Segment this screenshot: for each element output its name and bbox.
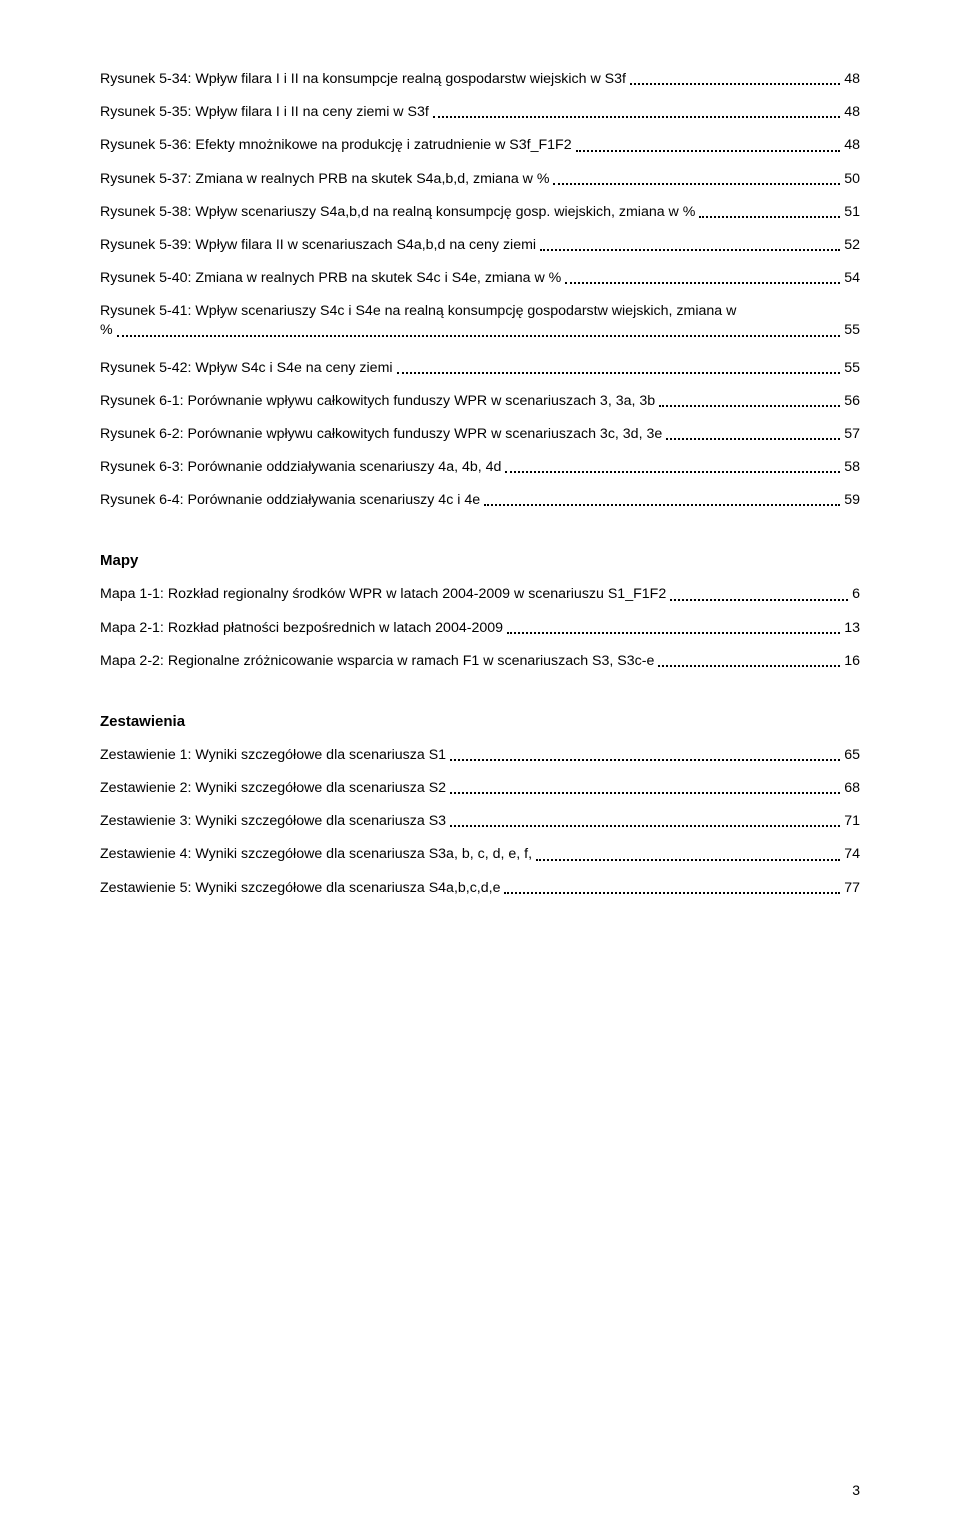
toc-entry: Rysunek 5-41: Wpływ scenariuszy S4c i S4…: [100, 302, 860, 340]
toc-page-ref: 13: [844, 619, 860, 638]
toc-leader-dots: [666, 437, 840, 440]
toc-leader-dots: [450, 791, 840, 794]
toc-leader-dots: [670, 598, 848, 601]
maps-toc: Mapa 1-1: Rozkład regionalny środków WPR…: [100, 585, 860, 671]
page-number: 3: [852, 1482, 860, 1498]
toc-leader-dots: [450, 824, 840, 827]
toc-page-ref: 6: [852, 585, 860, 604]
toc-entry: Rysunek 6-2: Porównanie wpływu całkowity…: [100, 425, 860, 444]
toc-page-ref: 65: [844, 746, 860, 765]
figures-toc: Rysunek 5-34: Wpływ filara I i II na kon…: [100, 70, 860, 510]
toc-entry: Zestawienie 4: Wyniki szczegółowe dla sc…: [100, 845, 860, 864]
page-container: Rysunek 5-34: Wpływ filara I i II na kon…: [0, 0, 960, 1538]
toc-label: Rysunek 5-38: Wpływ scenariuszy S4a,b,d …: [100, 203, 695, 222]
toc-page-ref: 48: [844, 70, 860, 89]
toc-page-ref: 48: [844, 103, 860, 122]
toc-page-ref: 55: [844, 321, 860, 340]
toc-entry: Rysunek 5-34: Wpływ filara I i II na kon…: [100, 70, 860, 89]
toc-page-ref: 71: [844, 812, 860, 831]
lists-heading: Zestawienia: [100, 713, 860, 730]
toc-page-ref: 58: [844, 458, 860, 477]
toc-leader-dots: [699, 215, 840, 218]
toc-label: Rysunek 6-3: Porównanie oddziaływania sc…: [100, 458, 501, 477]
toc-page-ref: 56: [844, 392, 860, 411]
toc-page-ref: 59: [844, 491, 860, 510]
toc-page-ref: 74: [844, 845, 860, 864]
toc-leader-dots: [536, 858, 840, 861]
toc-leader-dots: [565, 281, 840, 284]
toc-leader-dots: [553, 182, 840, 185]
toc-entry: Rysunek 5-36: Efekty mnożnikowe na produ…: [100, 136, 860, 155]
lists-toc: Zestawienie 1: Wyniki szczegółowe dla sc…: [100, 746, 860, 898]
toc-entry: Zestawienie 2: Wyniki szczegółowe dla sc…: [100, 779, 860, 798]
toc-page-ref: 51: [844, 203, 860, 222]
toc-entry: Zestawienie 1: Wyniki szczegółowe dla sc…: [100, 746, 860, 765]
maps-heading: Mapy: [100, 552, 860, 569]
toc-page-ref: 48: [844, 136, 860, 155]
toc-entry: Rysunek 6-3: Porównanie oddziaływania sc…: [100, 458, 860, 477]
toc-label: Rysunek 5-36: Efekty mnożnikowe na produ…: [100, 136, 572, 155]
toc-entry: Mapa 2-1: Rozkład płatności bezpośrednic…: [100, 619, 860, 638]
toc-label: Mapa 2-1: Rozkład płatności bezpośrednic…: [100, 619, 503, 638]
toc-entry: Mapa 1-1: Rozkład regionalny środków WPR…: [100, 585, 860, 604]
toc-page-ref: 54: [844, 269, 860, 288]
toc-leader-dots: [433, 115, 840, 118]
toc-label: Zestawienie 4: Wyniki szczegółowe dla sc…: [100, 845, 532, 864]
toc-label: Zestawienie 3: Wyniki szczegółowe dla sc…: [100, 812, 446, 831]
toc-label: %: [100, 321, 113, 340]
toc-entry: Rysunek 5-40: Zmiana w realnych PRB na s…: [100, 269, 860, 288]
toc-leader-dots: [540, 248, 840, 251]
toc-label: Rysunek 6-4: Porównanie oddziaływania sc…: [100, 491, 480, 510]
toc-label: Zestawienie 5: Wyniki szczegółowe dla sc…: [100, 879, 500, 898]
toc-label: Rysunek 5-37: Zmiana w realnych PRB na s…: [100, 170, 549, 189]
toc-leader-dots: [117, 334, 841, 337]
toc-label: Zestawienie 1: Wyniki szczegółowe dla sc…: [100, 746, 446, 765]
toc-label: Rysunek 5-40: Zmiana w realnych PRB na s…: [100, 269, 561, 288]
toc-page-ref: 57: [844, 425, 860, 444]
toc-page-ref: 68: [844, 779, 860, 798]
toc-label: Mapa 1-1: Rozkład regionalny środków WPR…: [100, 585, 666, 604]
toc-entry: Zestawienie 5: Wyniki szczegółowe dla sc…: [100, 879, 860, 898]
toc-label: Zestawienie 2: Wyniki szczegółowe dla sc…: [100, 779, 446, 798]
toc-entry: Rysunek 6-1: Porównanie wpływu całkowity…: [100, 392, 860, 411]
toc-entry: Zestawienie 3: Wyniki szczegółowe dla sc…: [100, 812, 860, 831]
toc-page-ref: 55: [844, 359, 860, 378]
toc-entry: Rysunek 5-37: Zmiana w realnych PRB na s…: [100, 170, 860, 189]
toc-label: Rysunek 5-41: Wpływ scenariuszy S4c i S4…: [100, 302, 860, 321]
toc-entry: Mapa 2-2: Regionalne zróżnicowanie wspar…: [100, 652, 860, 671]
toc-entry: Rysunek 5-42: Wpływ S4c i S4e na ceny zi…: [100, 359, 860, 378]
toc-leader-dots: [507, 631, 840, 634]
toc-label: Rysunek 6-1: Porównanie wpływu całkowity…: [100, 392, 655, 411]
toc-label: Rysunek 5-39: Wpływ filara II w scenariu…: [100, 236, 536, 255]
toc-leader-dots: [576, 149, 841, 152]
toc-label: Rysunek 5-42: Wpływ S4c i S4e na ceny zi…: [100, 359, 393, 378]
toc-leader-dots: [505, 470, 840, 473]
toc-label: Mapa 2-2: Regionalne zróżnicowanie wspar…: [100, 652, 654, 671]
toc-leader-dots: [659, 404, 840, 407]
toc-leader-dots: [484, 503, 840, 506]
toc-leader-dots: [658, 664, 840, 667]
toc-entry: Rysunek 5-39: Wpływ filara II w scenariu…: [100, 236, 860, 255]
toc-label: Rysunek 6-2: Porównanie wpływu całkowity…: [100, 425, 662, 444]
toc-page-ref: 77: [844, 879, 860, 898]
toc-entry: Rysunek 5-38: Wpływ scenariuszy S4a,b,d …: [100, 203, 860, 222]
toc-page-ref: 50: [844, 170, 860, 189]
toc-page-ref: 52: [844, 236, 860, 255]
toc-page-ref: 16: [844, 652, 860, 671]
toc-leader-dots: [504, 891, 840, 894]
toc-label: Rysunek 5-34: Wpływ filara I i II na kon…: [100, 70, 626, 89]
toc-leader-dots: [397, 371, 841, 374]
toc-label: Rysunek 5-35: Wpływ filara I i II na cen…: [100, 103, 429, 122]
toc-entry: Rysunek 6-4: Porównanie oddziaływania sc…: [100, 491, 860, 510]
toc-leader-dots: [630, 82, 840, 85]
toc-leader-dots: [450, 758, 840, 761]
toc-entry: Rysunek 5-35: Wpływ filara I i II na cen…: [100, 103, 860, 122]
